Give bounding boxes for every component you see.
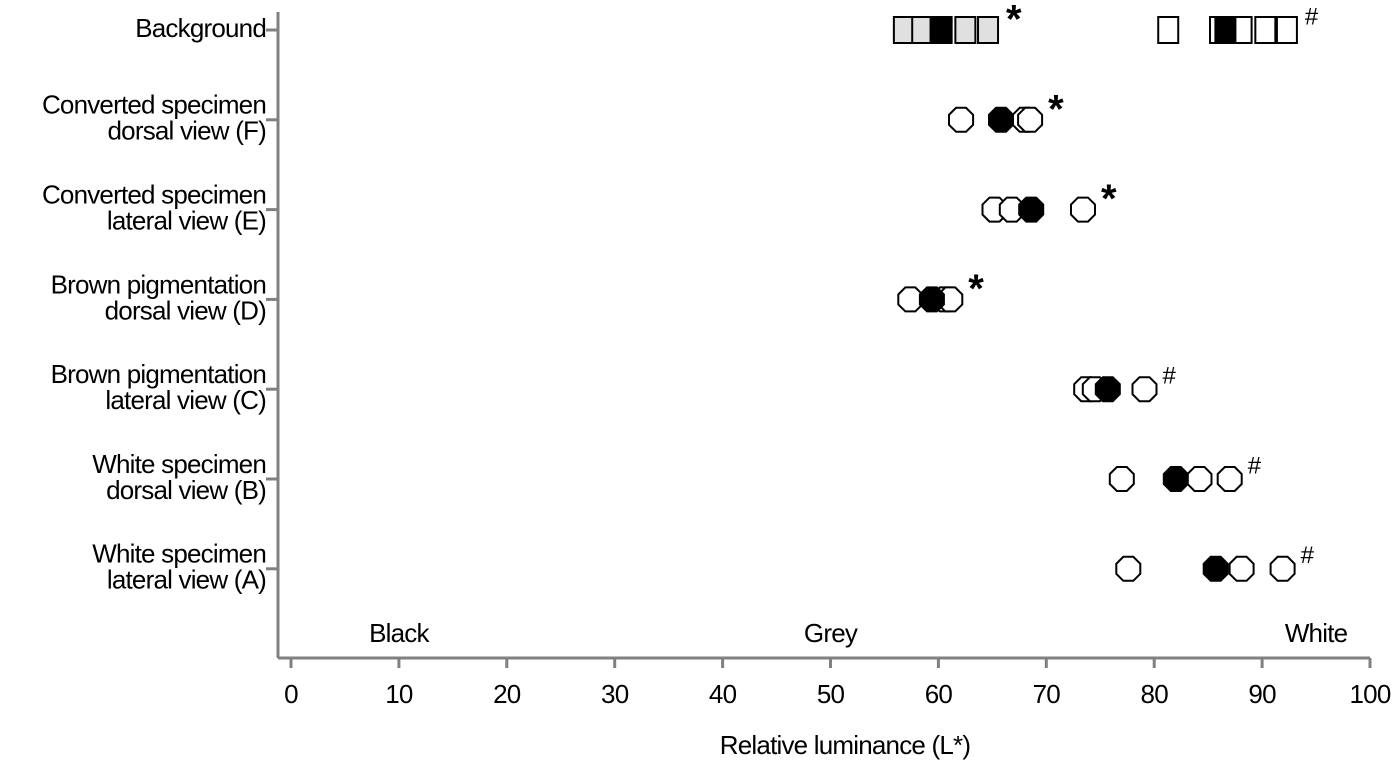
row-label: Background [135,13,266,43]
annotation: # [1248,452,1262,479]
x-tick-label: 10 [385,679,413,709]
row-label: Brown pigmentation [51,359,266,389]
annotation: # [1305,3,1319,30]
data-marker [977,16,1000,44]
x-tick-label: 40 [709,679,737,709]
annotation: # [1301,542,1315,569]
row-label: Brown pigmentation [51,269,266,299]
data-marker [948,106,975,133]
data-marker [1254,16,1277,44]
data-marker [1186,466,1213,492]
data-marker [1228,555,1255,582]
mean-marker [1214,16,1237,44]
mean-marker [988,106,1014,133]
row-label: lateral view (A) [107,565,266,595]
data-marker [1017,106,1044,133]
row-label: White specimen [92,449,266,479]
mean-marker [1018,196,1045,223]
scale-label: Grey [804,618,858,648]
annotation: * [1101,177,1117,221]
x-axis-label: Relative luminance (L*) [720,730,971,760]
row-label: White specimen [92,539,266,569]
annotation: # [1162,363,1176,390]
x-tick-label: 90 [1248,679,1276,709]
data-marker [1108,466,1135,492]
data-marker [1216,466,1243,492]
mean-marker [918,286,945,313]
x-tick-label: 30 [601,679,629,709]
mean-marker [1162,466,1189,492]
data-marker [1157,16,1180,44]
scale-label: White [1285,618,1348,648]
x-tick-label: 100 [1350,679,1391,709]
x-tick-label: 0 [284,679,298,709]
data-marker [1269,555,1296,582]
annotation: * [1048,87,1064,131]
data-marker [1275,16,1298,44]
annotation: * [1006,0,1022,42]
x-tick-label: 80 [1141,679,1169,709]
data-marker [892,16,915,44]
row-label: Converted specimen [42,179,266,209]
row-label: dorsal view (D) [105,295,267,325]
data-marker [1070,196,1096,223]
data-marker [897,286,924,313]
row-label: dorsal view (B) [106,475,266,505]
row-label: lateral view (C) [105,385,266,415]
mean-marker [930,16,953,44]
x-tick-label: 50 [817,679,845,709]
row-label: dorsal view (F) [108,116,267,146]
row-label: Converted specimen [42,90,266,120]
data-marker [1131,376,1158,403]
row-label: lateral view (E) [107,205,266,235]
x-tick-label: 20 [493,679,521,709]
data-marker [954,16,977,44]
scale-label: Black [369,618,430,648]
mean-marker [1094,376,1121,403]
x-tick-label: 70 [1033,679,1061,709]
data-marker [911,16,934,44]
mean-marker [1202,555,1229,582]
x-tick-label: 60 [925,679,953,709]
data-marker [1115,555,1142,582]
annotation: * [968,267,984,311]
